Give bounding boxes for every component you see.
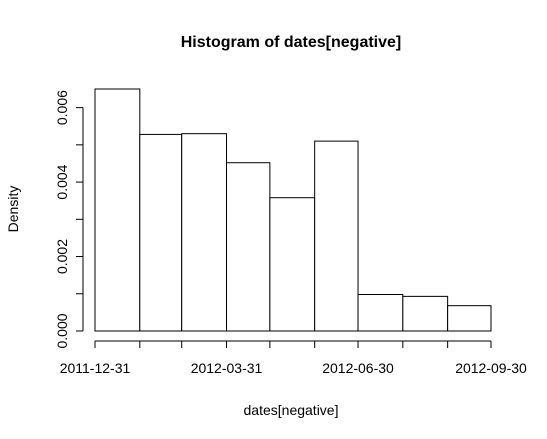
histogram-bar-6 — [314, 140, 359, 332]
y-tick-label-1: 0.000 — [54, 313, 70, 348]
histogram-bar-7 — [357, 294, 404, 332]
chart-title: Histogram of dates[negative] — [181, 34, 401, 51]
histogram-bar-3 — [181, 133, 228, 332]
histogram-bar-8 — [402, 295, 449, 332]
bars-group — [94, 88, 492, 332]
x-axis: 2011-12-31 2012-03-31 2012-06-30 2012-09-30 — [60, 340, 527, 376]
x-tick-label-1: 2011-12-31 — [60, 360, 131, 376]
histogram-bar-1 — [94, 88, 141, 332]
y-axis-label: Density — [5, 186, 21, 233]
histogram-bar-2 — [139, 133, 183, 332]
histogram-bar-4 — [226, 162, 271, 332]
x-tick-label-4: 2012-03-31 — [191, 360, 263, 376]
x-tick-label-7: 2012-06-30 — [322, 360, 394, 376]
histogram-bar-9 — [447, 305, 492, 332]
x-tick-label-10: 2012-09-30 — [455, 360, 527, 376]
histogram-bar-5 — [269, 197, 316, 332]
y-tick-label-7: 0.006 — [54, 90, 70, 125]
x-axis-label: dates[negative] — [244, 402, 339, 418]
y-tick-label-3: 0.002 — [54, 239, 70, 274]
y-axis: 0.000 0.002 0.004 0.006 — [54, 90, 84, 349]
y-tick-label-5: 0.004 — [54, 164, 70, 199]
